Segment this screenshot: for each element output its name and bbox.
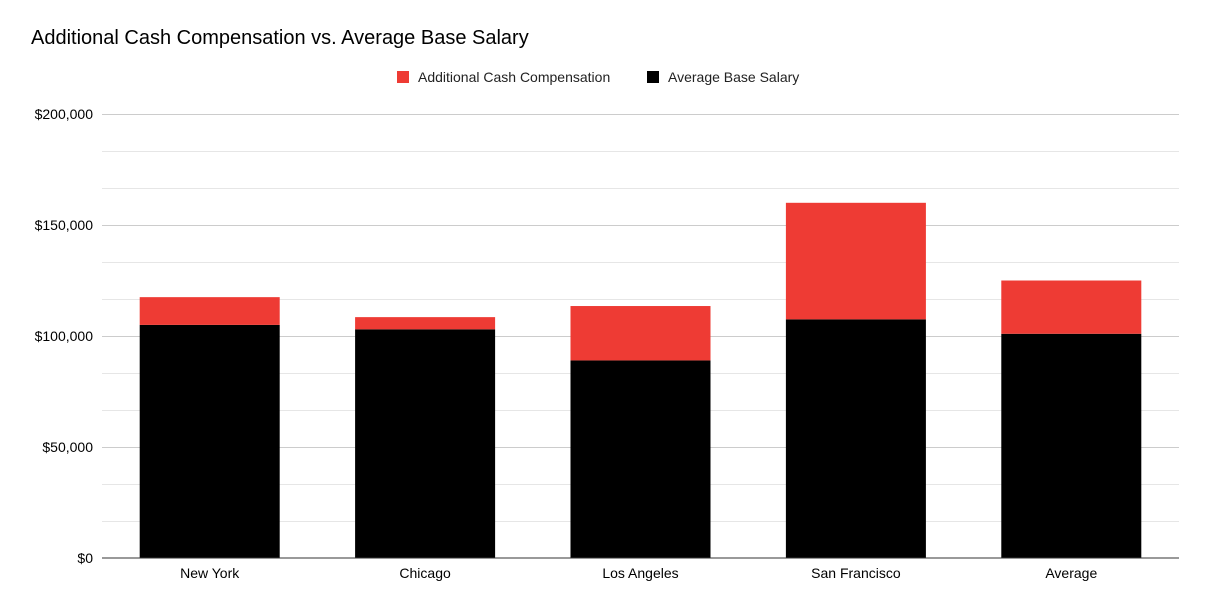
bar-additional-cash-compensation-los-angeles: [570, 306, 711, 361]
y-tick-label: $150,000: [35, 217, 94, 233]
bar-additional-cash-compensation-average: [1001, 280, 1142, 334]
x-tick-label: New York: [180, 565, 240, 581]
legend-label-additional-cash-compensation: Additional Cash Compensation: [418, 69, 610, 85]
y-tick-label: $0: [77, 550, 93, 566]
bar-average-base-salary-new-york: [139, 324, 280, 558]
x-tick-label: Average: [1045, 565, 1097, 581]
y-axis-ticks: $0 $50,000 $100,000 $150,000 $200,000: [35, 106, 94, 566]
x-tick-label: Chicago: [399, 565, 451, 581]
y-tick-label: $200,000: [35, 106, 94, 122]
legend: Additional Cash Compensation Average Bas…: [397, 69, 799, 85]
bar-average-base-salary-los-angeles: [570, 360, 711, 558]
bar-additional-cash-compensation-san-francisco: [785, 202, 926, 320]
x-axis-ticks: New York Chicago Los Angeles San Francisco A…: [180, 565, 1097, 581]
legend-label-average-base-salary: Average Base Salary: [668, 69, 799, 85]
bar-average-base-salary-san-francisco: [785, 319, 926, 558]
chart-title: Additional Cash Compensation vs. Average…: [31, 27, 529, 49]
x-tick-label: Los Angeles: [602, 565, 678, 581]
bars: [139, 202, 1142, 558]
y-tick-label: $100,000: [35, 328, 94, 344]
legend-swatch-average-base-salary: [647, 71, 659, 83]
y-tick-label: $50,000: [42, 439, 93, 455]
legend-swatch-additional-cash-compensation: [397, 71, 409, 83]
x-tick-label: San Francisco: [811, 565, 901, 581]
bar-additional-cash-compensation-new-york: [139, 297, 280, 325]
bar-average-base-salary-average: [1001, 333, 1142, 558]
bar-additional-cash-compensation-chicago: [355, 317, 496, 330]
bar-average-base-salary-chicago: [355, 329, 496, 558]
